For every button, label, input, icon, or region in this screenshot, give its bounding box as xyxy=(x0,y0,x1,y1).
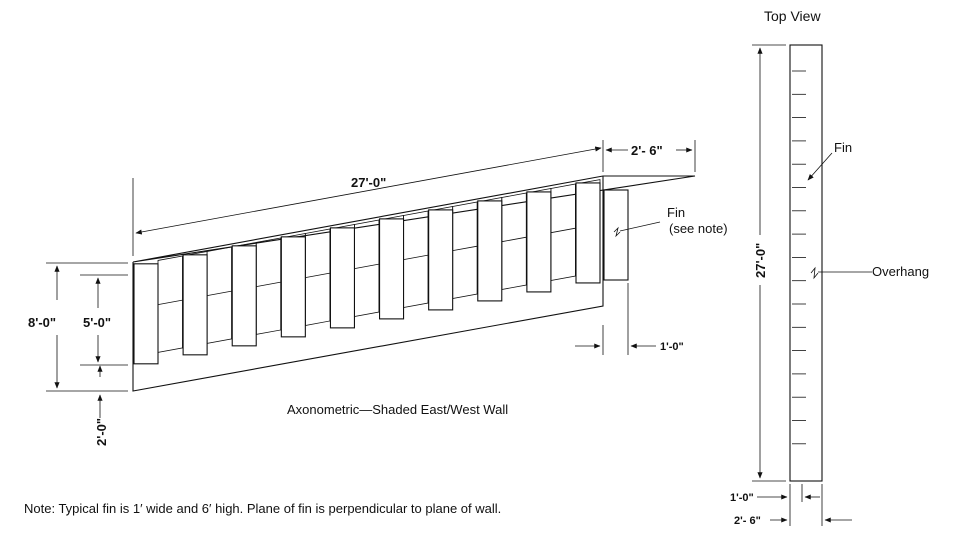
axonometric-view xyxy=(46,140,696,418)
axonometric-caption: Axonometric—Shaded East/West Wall xyxy=(287,402,508,417)
window-pane xyxy=(255,237,282,335)
fin-label: Fin xyxy=(667,205,685,220)
top-depth-label: 2'- 6" xyxy=(734,515,761,527)
window-height-label: 5'-0" xyxy=(83,315,111,330)
top-fin-leader xyxy=(807,152,833,181)
fin xyxy=(526,191,552,293)
fin-leader xyxy=(619,221,661,232)
top-fin-width-label: 1'-0" xyxy=(730,492,754,504)
window-pane xyxy=(452,201,478,299)
window-pane xyxy=(304,228,331,326)
window-pane xyxy=(354,219,380,317)
depth-label: 2'- 6" xyxy=(631,143,663,158)
fin xyxy=(329,227,355,329)
top-view-fins xyxy=(792,70,806,445)
length-dimension-line xyxy=(135,146,602,235)
fin xyxy=(133,263,159,365)
fin-array xyxy=(133,182,601,365)
window-pane xyxy=(403,210,429,308)
sill-height-label: 2'-0" xyxy=(94,418,109,446)
fin xyxy=(182,254,208,356)
window-pane xyxy=(501,192,527,291)
break-mark-fin xyxy=(613,226,621,238)
top-length-label: 27'-0" xyxy=(753,243,768,278)
height-label: 8'-0" xyxy=(28,315,56,330)
overhang-break-mark xyxy=(810,266,819,280)
wall-outline xyxy=(132,176,604,392)
fin xyxy=(477,200,503,302)
fin-see-note-label: (see note) xyxy=(669,221,728,236)
top-view-overhang xyxy=(789,44,823,482)
top-view-title: Top View xyxy=(764,8,821,24)
overhang-label: Overhang xyxy=(872,264,929,279)
fin xyxy=(379,218,405,320)
fin-width-label: 1'-0" xyxy=(660,341,684,353)
window-pane xyxy=(157,255,183,353)
note-text: Note: Typical fin is 1′ wide and 6′ high… xyxy=(24,501,501,516)
window-pane xyxy=(206,246,233,344)
fin xyxy=(231,245,257,347)
window-pane xyxy=(550,183,576,282)
fin xyxy=(280,236,306,338)
length-label: 27'-0" xyxy=(351,175,386,190)
fin xyxy=(428,209,454,311)
fin xyxy=(575,182,601,284)
top-view xyxy=(752,44,872,526)
top-fin-label: Fin xyxy=(834,140,852,155)
